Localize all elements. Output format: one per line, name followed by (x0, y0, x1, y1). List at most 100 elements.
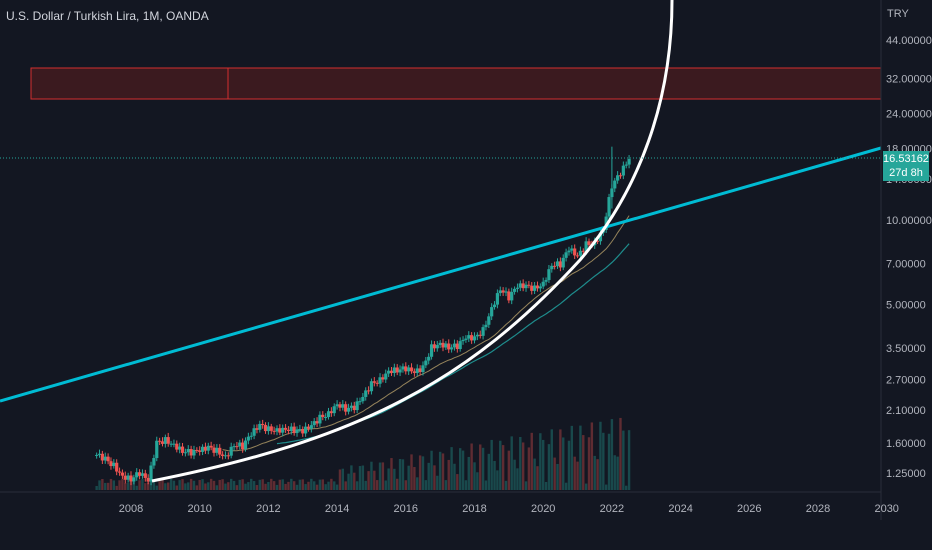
candle-body (309, 425, 313, 429)
ascending-trendline[interactable] (0, 146, 882, 403)
candle-body (209, 445, 213, 448)
volume-bar (467, 456, 470, 490)
volume-bar (456, 474, 459, 490)
candle-body (387, 370, 391, 374)
candle-body (115, 462, 119, 472)
price-tick-label: 2.70000 (886, 374, 926, 386)
volume-bar (172, 480, 176, 490)
candle-body (186, 448, 190, 453)
volume-bar (553, 457, 556, 490)
volume-bar (347, 473, 350, 490)
volume-bar (453, 463, 456, 490)
parabolic-curve[interactable] (151, 0, 674, 483)
price-tick-label: 24.00000 (886, 109, 932, 121)
candle-body (501, 290, 505, 293)
volume-bar (481, 447, 485, 490)
volume-bar (204, 483, 207, 490)
price-axis[interactable]: 44.0000032.0000024.0000018.0000014.00000… (886, 35, 932, 480)
candle-body (518, 283, 522, 288)
candle-body (432, 344, 437, 349)
candle-body (143, 473, 147, 478)
volume-bar (313, 481, 316, 490)
volume-bar (381, 462, 385, 490)
candle-body (304, 426, 308, 434)
volume-bar (438, 451, 442, 490)
volume-bars (95, 417, 631, 490)
candle-body (180, 446, 185, 453)
candle-body (252, 428, 256, 436)
candle-body (315, 421, 319, 424)
volume-bar (112, 480, 116, 490)
candle-body (200, 446, 205, 452)
candle-body (235, 446, 239, 448)
volume-bar (335, 484, 339, 490)
candle-body (490, 307, 494, 317)
volume-bar (267, 481, 270, 490)
candle-body (424, 360, 428, 366)
time-tick-label: 2018 (462, 503, 486, 515)
price-tick-label: 3.50000 (886, 343, 926, 355)
volume-bar (135, 485, 138, 490)
volume-bar (327, 481, 330, 490)
candle-body (189, 448, 193, 456)
candle-body (595, 240, 600, 242)
candle-body (306, 426, 311, 429)
volume-bar (146, 482, 150, 490)
volume-bar (144, 483, 147, 490)
candle-body (547, 269, 551, 281)
candle-body (140, 473, 145, 476)
volume-bar (622, 430, 625, 490)
time-tick-label: 2010 (187, 503, 211, 515)
candle-body (103, 456, 107, 461)
candle-body (238, 442, 242, 447)
candle-body (613, 180, 617, 189)
candle-body (561, 257, 565, 268)
candlesticks (95, 146, 631, 486)
candle-body (100, 453, 104, 461)
volume-bar (487, 453, 491, 490)
candle-body (321, 414, 325, 418)
candle-body (538, 286, 542, 289)
candle-body (366, 390, 371, 392)
candle-body (286, 429, 291, 431)
volume-bar (178, 480, 181, 490)
volume-bar (576, 461, 579, 490)
volume-bar (587, 437, 591, 490)
volume-bar (292, 481, 296, 490)
volume-bar (241, 479, 244, 490)
candle-body (95, 454, 99, 456)
candle-body (352, 405, 356, 411)
volume-bar (493, 460, 496, 490)
volume-bar (559, 429, 562, 490)
volume-bar (198, 480, 201, 490)
volume-bar (275, 484, 279, 490)
candle-body (441, 342, 445, 348)
candle-body (97, 453, 102, 455)
volume-bar (562, 437, 565, 490)
volume-bar (247, 482, 250, 490)
candle-body (553, 265, 557, 267)
time-tick-label: 2020 (531, 503, 555, 515)
candle-body (535, 285, 540, 289)
volume-bar (270, 478, 273, 490)
time-tick-label: 2022 (600, 503, 624, 515)
volume-bar (358, 466, 362, 490)
volume-bar (367, 471, 370, 490)
candle-body (355, 401, 359, 411)
candle-body (126, 475, 130, 480)
volume-bar (341, 468, 345, 490)
volume-bar (616, 456, 619, 490)
candle-body (229, 446, 233, 456)
volume-bar (195, 485, 199, 490)
volume-bar (278, 479, 282, 490)
candle-body (218, 447, 222, 455)
volume-bar (527, 447, 531, 490)
volume-bar (619, 417, 622, 490)
candle-body (329, 411, 333, 414)
candle-body (515, 287, 520, 289)
volume-bar (579, 425, 582, 490)
volume-bar (321, 479, 324, 490)
candle-body (178, 446, 182, 450)
time-axis[interactable]: 2008 2010 2012 2014 2016 2018 2020 2022 2024 2026… (119, 503, 899, 515)
